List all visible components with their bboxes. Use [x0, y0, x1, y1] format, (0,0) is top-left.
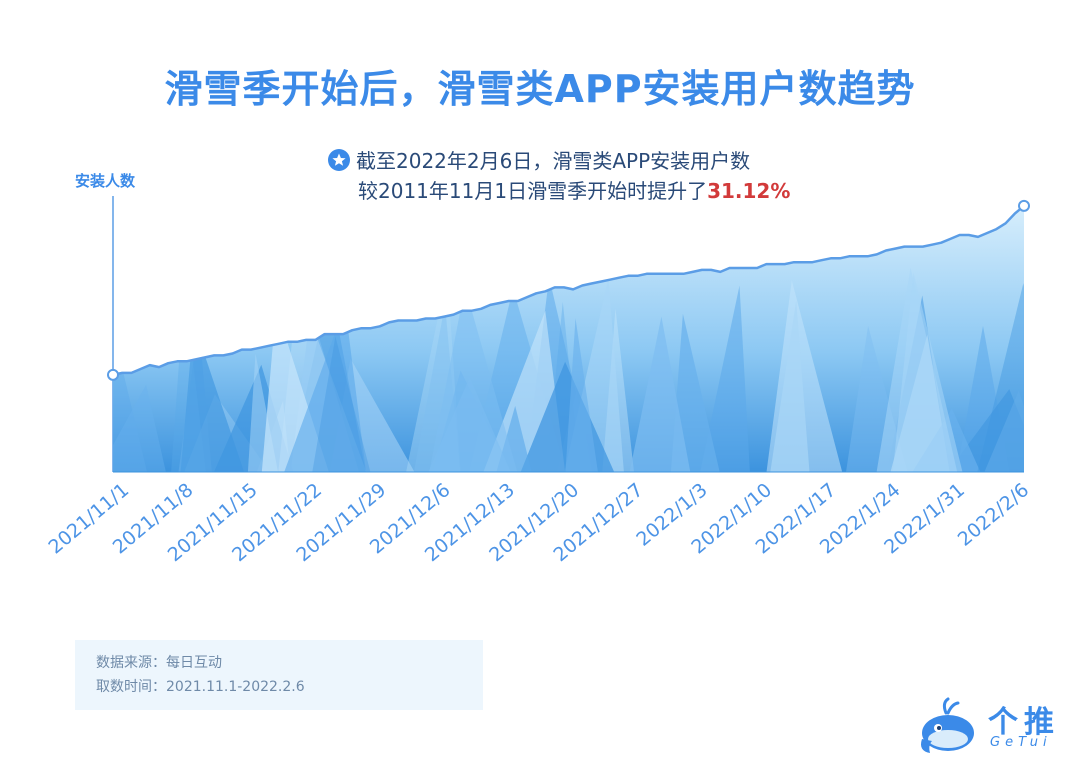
ice-texture — [113, 267, 1024, 472]
logo-subtext: GeTui — [990, 735, 1052, 750]
source-box: 数据来源：每日互动 取数时间：2021.11.1-2022.2.6 — [75, 640, 483, 710]
logo-text: 个推 — [988, 705, 1060, 740]
whale-icon — [921, 697, 974, 753]
date-range-line: 取数时间：2021.11.1-2022.2.6 — [96, 679, 305, 695]
annotation-note: 截至2022年2月6日，滑雪类APP安装用户数 较2011年11月1日滑雪季开始… — [328, 146, 790, 206]
star-icon — [328, 149, 350, 171]
source-line: 数据来源：每日互动 — [96, 655, 222, 671]
note-line-2: 较2011年11月1日滑雪季开始时提升了 — [358, 179, 708, 203]
note-highlight-value: 31.12% — [707, 179, 791, 203]
start-point-marker — [107, 368, 119, 381]
getui-logo: 个推 GeTui — [918, 695, 1068, 757]
series-line — [112, 204, 1025, 377]
chart-title: 滑雪季开始后，滑雪类APP安装用户数趋势 — [164, 67, 916, 111]
x-tick-label: 2022/2/6 — [954, 479, 1034, 551]
y-axis-label: 安装人数 — [75, 172, 136, 190]
end-point-marker — [1018, 199, 1030, 212]
note-line-1: 截至2022年2月6日，滑雪类APP安装用户数 — [356, 149, 751, 173]
